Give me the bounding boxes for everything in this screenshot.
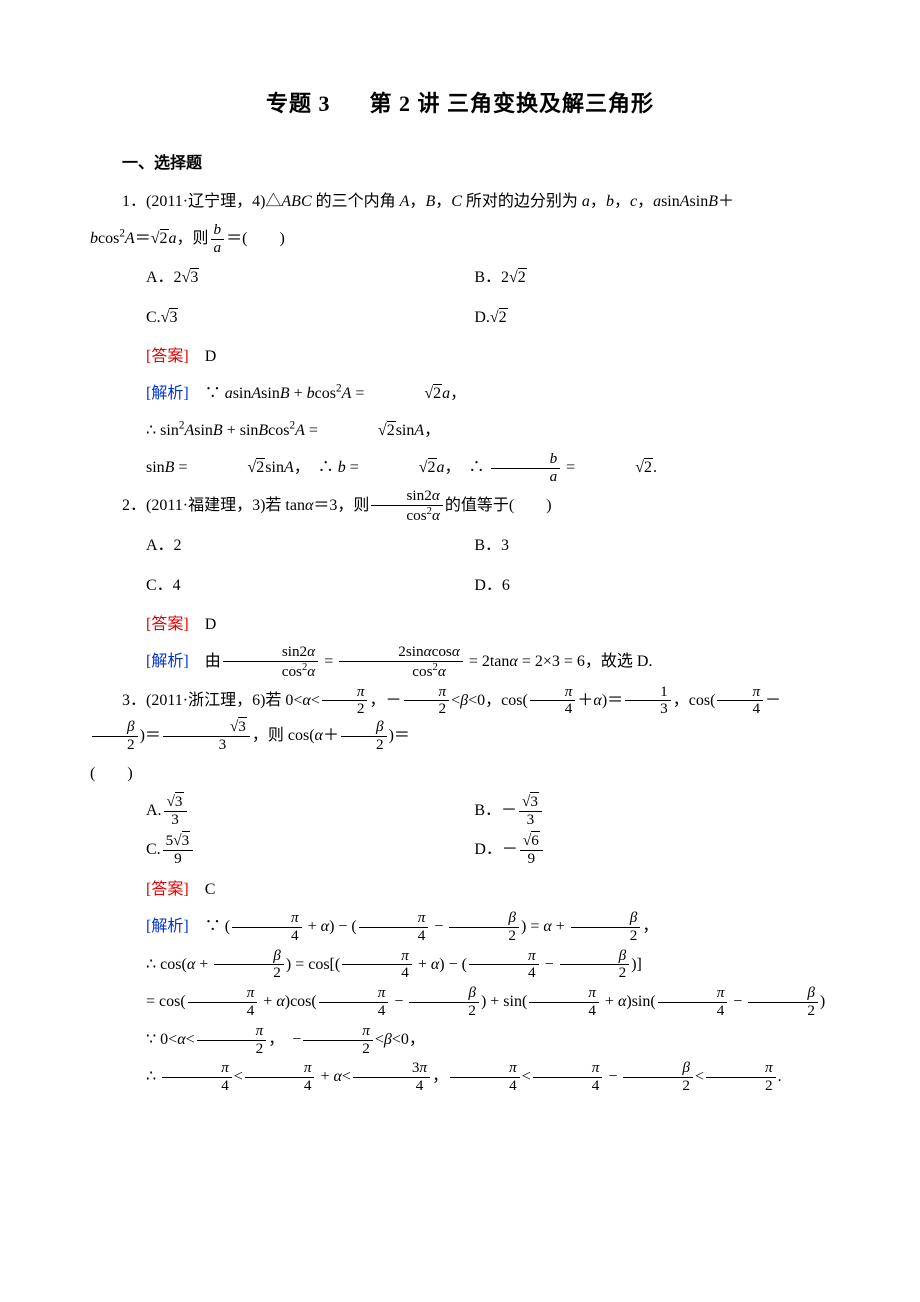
q3-analysis-3: = cos(π4 + α)cos(π4 − β2) + sin(π4 + α)s… — [90, 984, 830, 1020]
q2-stem: 2．(2011·福建理，3)若 tanα＝3，则sin2αcos2α的值等于( … — [90, 488, 830, 525]
q1-answer: [答案] D — [90, 339, 830, 374]
q1-option-d: D.2 — [474, 300, 802, 335]
q2-answer: [答案] D — [90, 607, 830, 642]
q3-option-a: A.33 — [146, 793, 474, 829]
q1-analysis-2: ∴ sin2AsinB + sinBcos2A = 2sinA， — [90, 413, 830, 448]
q3-option-c: C.539 — [146, 832, 474, 868]
q2-option-c: C．4 — [146, 568, 474, 603]
q1-stem-line1: 1．(2011·辽宁理，4)△ABC 的三个内角 A，B，C 所对的边分别为 a… — [90, 184, 830, 219]
q3-answer: [答案] C — [90, 872, 830, 907]
q1-analysis-3: sinB = 2sinA， ∴ b = 2a， ∴ ba = 2. — [90, 450, 830, 486]
q3-stem-line2: ( ) — [90, 756, 830, 791]
q1-option-b: B．22 — [474, 260, 802, 295]
q1-analysis-1: [解析] ∵ asinAsinB + bcos2A = 2a， — [90, 376, 830, 411]
q2-options: A．2 B．3 C．4 D．6 — [146, 526, 830, 604]
q1-option-c: C.3 — [146, 300, 474, 335]
q3-analysis-1: [解析] ∵ (π4 + α) − (π4 − β2) = α + β2， — [90, 909, 830, 945]
q2-option-d: D．6 — [474, 568, 802, 603]
q3-stem: 3．(2011·浙江理，6)若 0<α<π2，－π2<β<0，cos(π4＋α)… — [90, 683, 830, 754]
q3-analysis-4: ∵ 0<α<π2， −π2<β<0， — [90, 1022, 830, 1058]
q1-stem-line2: bcos2A＝2a，则ba＝( ) — [90, 221, 830, 257]
q3-option-b: B．－33 — [474, 793, 802, 829]
q3-analysis-2: ∴ cos(α + β2) = cos[(π4 + α) − (π4 − β2)… — [90, 947, 830, 983]
q2-option-b: B．3 — [474, 528, 802, 563]
q1-option-a: A．23 — [146, 260, 474, 295]
title-main: 第 2 讲 三角变换及解三角形 — [370, 91, 655, 116]
section-heading: 一、选择题 — [90, 146, 830, 181]
title-prefix: 专题 3 — [266, 91, 331, 116]
q1-options: A．23 B．22 C.3 D.2 — [146, 258, 830, 336]
q2-option-a: A．2 — [146, 528, 474, 563]
q2-analysis: [解析] 由sin2αcos2α = 2sinαcosαcos2α = 2tan… — [90, 644, 830, 681]
q3-analysis-5: ∴ π4<π4 + α<3π4，π4<π4 − β2<π2. — [90, 1059, 830, 1095]
q3-options: A.33 B．－33 C.539 D．－69 — [146, 791, 830, 870]
q3-option-d: D．－69 — [474, 832, 802, 868]
